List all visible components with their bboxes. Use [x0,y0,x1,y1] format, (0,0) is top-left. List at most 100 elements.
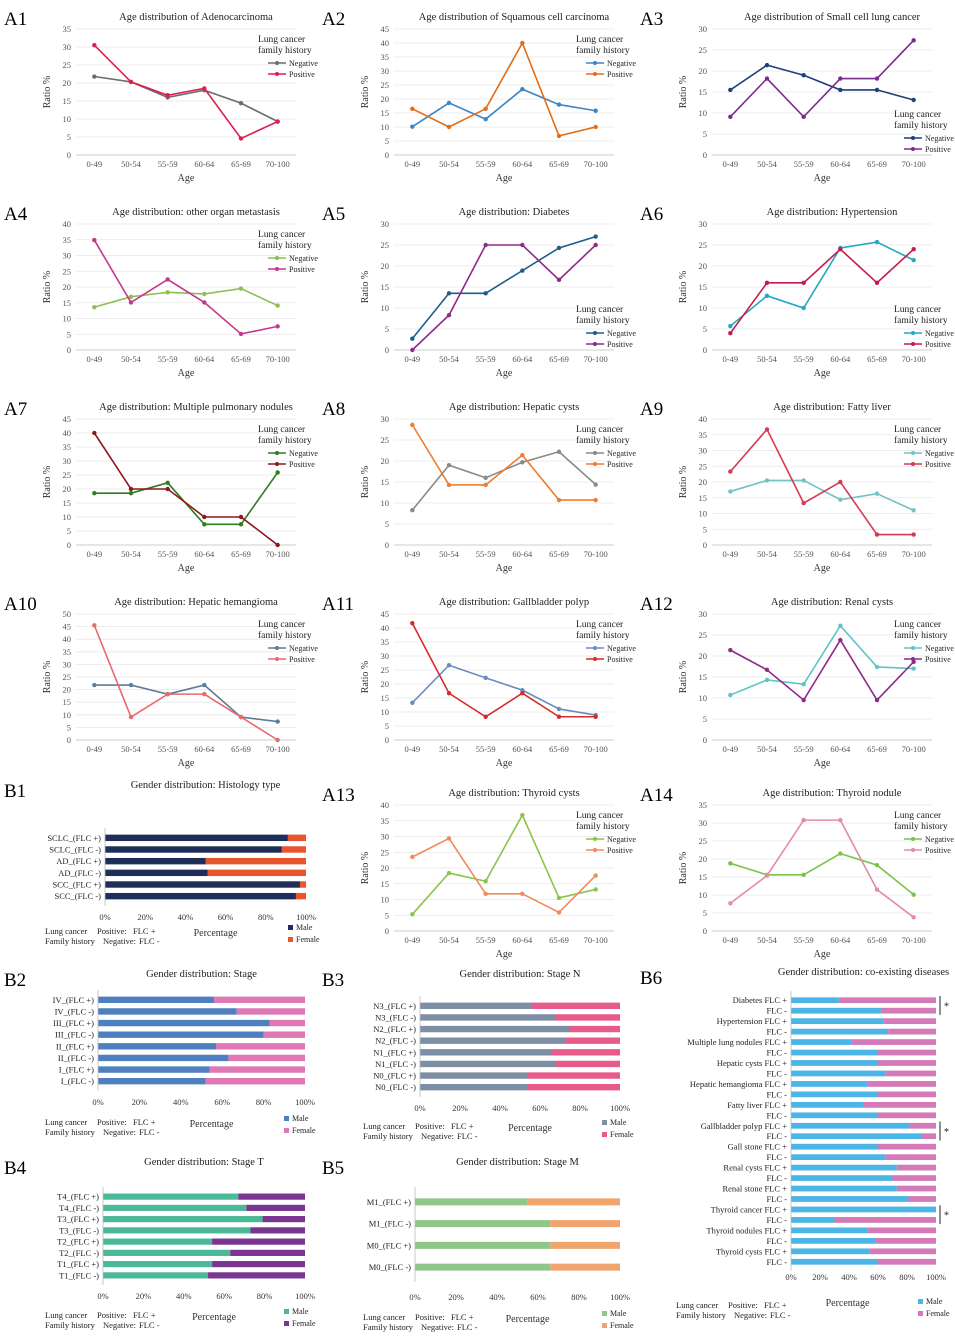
y-axis-label: Ratio % [42,271,53,304]
chart-title-A8: Age distribution: Hepatic cysts [449,402,579,413]
data-point-negative [483,879,488,884]
bar-male [98,1008,237,1015]
panel-letter-B6: B6 [640,968,662,989]
x-axis-label: Age [814,949,831,960]
chart-A13: A13 Age distribution: Thyroid cysts 0 5 10 15… [322,785,636,960]
x-tick-label: 70-100 [584,549,608,559]
x-tick-label: 50-54 [439,549,460,559]
x-tick-label: 50-54 [121,159,142,169]
data-point-negative [128,294,134,299]
data-point-positive [275,542,280,548]
y-tick-label: 5 [703,129,707,139]
legend-label-negative: Negative [607,644,636,653]
bar-female [213,996,305,1004]
data-point-negative [801,478,806,483]
legend-label-male: Male [610,1118,627,1127]
x-axis-label: Percentage [192,1312,236,1323]
note-positive: Positive: [97,926,127,936]
note-flc-positive: FLC + [133,926,156,936]
note-negative: Negative: [103,1127,136,1137]
data-point-negative [593,234,598,239]
data-point-negative [446,463,452,468]
data-point-positive [593,242,598,248]
x-tick-label: 60-64 [512,159,533,169]
panel-letter-A5: A5 [322,204,345,225]
series-line-positive [93,432,279,546]
x-axis-label: Age [178,173,195,184]
y-axis-label: Ratio % [360,661,371,694]
panel-letter-B5: B5 [322,1158,344,1179]
legend-swatch-positive [275,267,279,271]
data-point-negative [410,507,415,513]
series-line-positive [729,248,915,334]
x-tick-label: 80% [899,1272,915,1282]
y-axis-label: Ratio % [678,271,689,304]
series-line-negative [411,88,596,128]
y-tick-label: 20 [699,477,708,487]
series-line-negative [411,450,597,511]
bar-category-label: I_(FLC -) [61,1076,94,1086]
legend-label-negative: Negative [289,59,318,68]
note-family-history: Family history [363,1322,414,1332]
note-lung-cancer: Lung cancer [363,1121,405,1131]
data-point-positive [128,714,134,720]
series-line-positive [411,424,596,501]
data-point-negative [874,87,880,93]
x-tick-label: 55-59 [476,935,496,945]
legend-swatch-positive [275,462,279,466]
series-line-negative [94,75,279,123]
x-tick-label: 65-69 [867,744,887,754]
x-axis-label: Age [814,563,831,574]
chart-title-A2: Age distribution of Squamous cell carcin… [419,12,610,23]
bar-category-label: N2_(FLC -) [375,1036,416,1046]
x-tick-label: 55-59 [476,354,496,364]
y-tick-label: 20 [381,261,390,271]
y-tick-label: 0 [385,926,389,936]
x-tick-label: 55-59 [476,549,496,559]
x-tick-label: 55-59 [794,354,814,364]
x-tick-label: 40% [489,1292,505,1302]
bar-female [566,1037,620,1044]
y-tick-label: 20 [381,679,390,689]
legend-swatch-positive [911,848,915,852]
data-point-negative [410,912,415,917]
legend-swatch-male [918,1299,923,1304]
bar-female [205,857,306,865]
bar-category-label: Renal stone FLC + [722,1184,787,1194]
x-tick-label: 40% [492,1103,508,1113]
data-point-negative [410,336,415,341]
bar-male [791,1081,868,1087]
panel-letter-A6: A6 [640,204,663,225]
bar-category-label: T4_(FLC -) [59,1203,99,1213]
bar-female [281,846,306,853]
data-point-negative [275,719,280,724]
data-point-negative [728,692,733,698]
bar-female [295,892,306,900]
data-point-positive [202,86,207,91]
legend-swatch-positive [911,462,915,466]
data-point-negative [165,480,170,486]
data-point-positive [801,280,806,285]
data-point-positive [165,277,170,282]
legend-label-positive: Positive [607,340,633,349]
data-point-positive [838,817,843,823]
bar-male [791,1175,893,1181]
x-tick-label: 100% [295,1291,315,1301]
y-tick-label: 5 [385,721,389,731]
y-axis-label: Ratio % [678,661,689,694]
data-point-positive [801,500,806,506]
data-point-positive [728,331,733,336]
series-line-positive [93,625,279,741]
chart-title-A5: Age distribution: Diabetes [459,207,570,218]
bar-male [105,892,296,900]
legend-label-positive: Positive [289,655,315,664]
chart-title-A4: Age distribution: other organ metastasis [112,207,280,218]
data-point-positive [410,621,415,626]
data-point-positive [410,347,415,353]
data-point-negative [593,887,598,892]
panel-letter-A8: A8 [322,399,345,420]
data-point-positive [446,691,452,696]
x-tick-label: 60-64 [512,549,533,559]
x-tick-label: 0-49 [723,159,739,169]
bar-female [550,1220,620,1228]
